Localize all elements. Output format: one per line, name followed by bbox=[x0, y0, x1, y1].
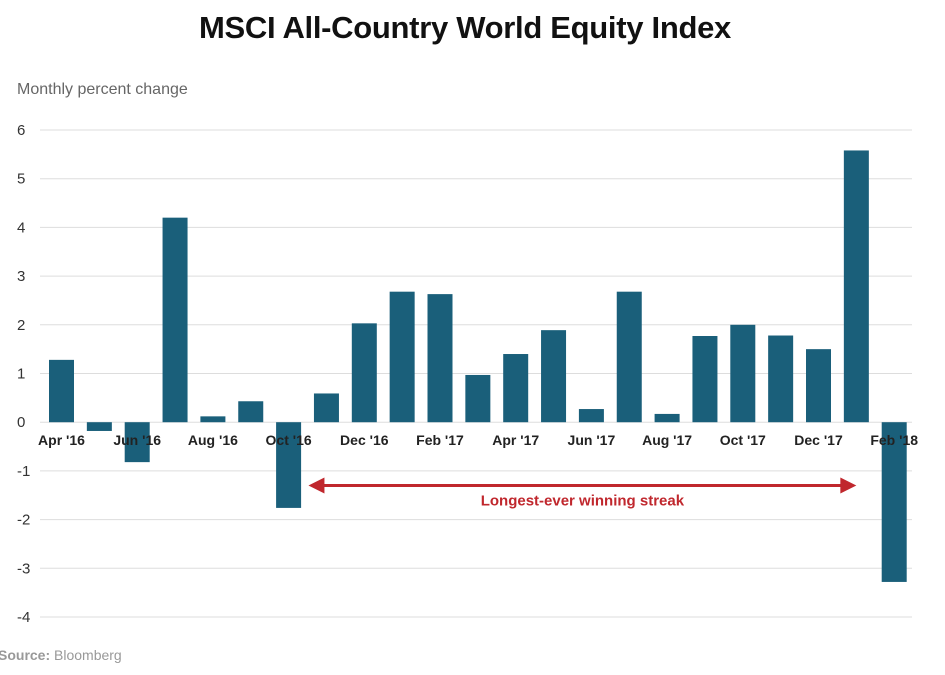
x-tick-label: Dec '16 bbox=[340, 432, 389, 448]
y-tick-label: 2 bbox=[17, 317, 25, 334]
bar bbox=[654, 413, 680, 423]
y-tick-label: 1 bbox=[17, 366, 25, 383]
bar bbox=[389, 291, 415, 423]
source-value: Bloomberg bbox=[54, 647, 122, 663]
bar bbox=[200, 416, 226, 423]
x-tick-label: Feb '17 bbox=[416, 432, 464, 448]
x-tick-label: Jun '17 bbox=[568, 432, 616, 448]
streak-annotation: Longest-ever winning streak bbox=[308, 477, 857, 510]
bar bbox=[881, 422, 907, 582]
bar bbox=[730, 324, 756, 423]
bar bbox=[124, 422, 150, 463]
bar bbox=[465, 374, 491, 423]
y-tick-label: 6 bbox=[17, 122, 25, 139]
y-tick-label: -4 bbox=[17, 609, 30, 626]
y-axis-label: Monthly percent change bbox=[17, 81, 188, 98]
bar bbox=[806, 349, 831, 423]
x-tick-label: Aug '16 bbox=[188, 432, 238, 448]
bar bbox=[351, 323, 377, 423]
bars bbox=[49, 150, 907, 582]
bar bbox=[276, 422, 302, 508]
chart-title: MSCI All-Country World Equity Index bbox=[198, 10, 731, 45]
y-tick-label: -2 bbox=[17, 512, 30, 529]
y-tick-label: 0 bbox=[17, 414, 25, 431]
x-tick-label: Feb '18 bbox=[870, 432, 918, 448]
x-axis-ticks: Apr '16 Jun '16 Aug '16 Oct '16 Dec '16 Feb '… bbox=[38, 432, 918, 448]
bar bbox=[843, 150, 869, 423]
bar bbox=[616, 291, 642, 423]
bar bbox=[427, 294, 453, 423]
y-tick-label: -3 bbox=[17, 560, 30, 577]
y-tick-label: 5 bbox=[17, 171, 25, 188]
bar bbox=[503, 354, 529, 423]
bar bbox=[86, 422, 112, 431]
source-line: Source: Bloomberg bbox=[0, 647, 122, 663]
streak-arrow-head-left bbox=[308, 477, 325, 494]
x-tick-label: Aug '17 bbox=[642, 432, 692, 448]
x-tick-label: Apr '17 bbox=[492, 432, 539, 448]
x-tick-label: Oct '16 bbox=[266, 432, 312, 448]
y-tick-label: 3 bbox=[17, 268, 25, 285]
bar bbox=[238, 401, 264, 423]
bar bbox=[692, 336, 718, 423]
streak-arrow-head-right bbox=[840, 477, 857, 494]
y-tick-label: -1 bbox=[17, 463, 30, 480]
streak-annotation-label: Longest-ever winning streak bbox=[481, 493, 685, 510]
bar bbox=[313, 393, 339, 423]
bar bbox=[541, 330, 567, 423]
y-tick-label: 4 bbox=[17, 219, 25, 236]
x-tick-label: Oct '17 bbox=[720, 432, 766, 448]
x-tick-label: Jun '16 bbox=[113, 432, 161, 448]
x-tick-label: Apr '16 bbox=[38, 432, 85, 448]
bar bbox=[49, 359, 74, 423]
bar bbox=[578, 409, 604, 423]
bar bbox=[768, 335, 794, 423]
bar bbox=[162, 217, 188, 423]
y-axis-ticks: 6 5 4 3 2 1 0 -1 -2 -3 -4 bbox=[17, 122, 30, 626]
x-tick-label: Dec '17 bbox=[794, 432, 843, 448]
source-label: Source: bbox=[0, 647, 51, 663]
